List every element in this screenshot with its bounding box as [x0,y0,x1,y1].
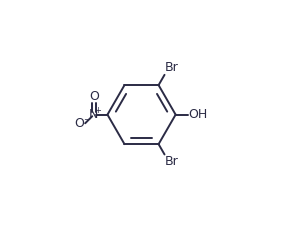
Text: −: − [83,115,90,124]
Text: O: O [75,117,84,130]
Text: Br: Br [165,155,179,168]
Text: +: + [94,106,101,115]
Text: O: O [89,90,99,103]
Text: OH: OH [188,108,207,121]
Text: N: N [89,108,98,121]
Text: Br: Br [165,61,179,74]
